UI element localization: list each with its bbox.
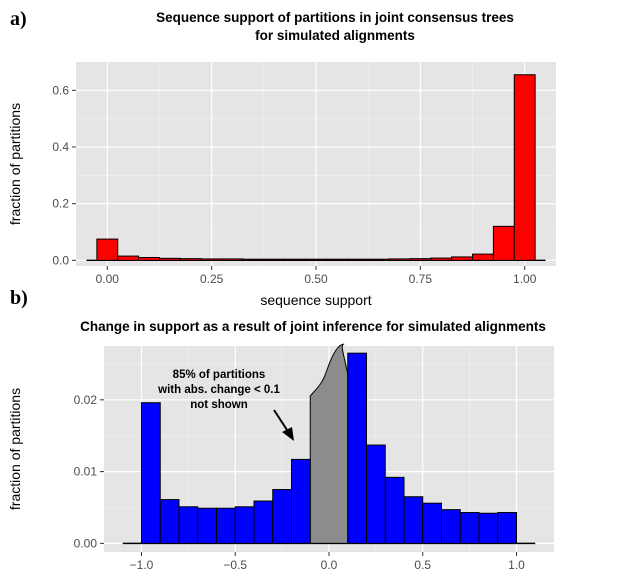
annotation-line2: with abs. change < 0.1 [157, 384, 280, 396]
histogram-bar [347, 352, 367, 544]
x-tick-label: 0.25 [200, 272, 224, 286]
x-tick-label: −0.5 [223, 558, 247, 572]
annotation-line3: not shown [190, 399, 248, 411]
histogram-bar [141, 402, 161, 544]
chart-a-bars [86, 74, 546, 262]
y-tick-label: 0.2 [52, 197, 69, 211]
histogram-bar [472, 253, 494, 261]
chart-a-y-axis-title: fraction of partitions [7, 103, 23, 225]
chart-a-x-ticks: 0.00 0.25 0.50 0.75 1.00 [96, 266, 537, 286]
y-tick-label: 0.00 [74, 536, 98, 550]
histogram-bar [242, 258, 265, 261]
histogram-bar [384, 476, 405, 544]
histogram-bar [178, 506, 199, 544]
y-tick-label: 0.6 [52, 83, 69, 97]
annotation-arrow [273, 409, 290, 434]
y-tick-label: 0.4 [52, 140, 69, 154]
histogram-bar [366, 444, 386, 544]
x-tick-label: 0.50 [304, 272, 328, 286]
y-tick-label: 0.02 [74, 393, 98, 407]
panel-a-label: a) [10, 8, 27, 30]
histogram-bar [451, 256, 474, 261]
histogram-bar [403, 496, 424, 544]
x-tick-label: 0.75 [409, 272, 433, 286]
histogram-bar [478, 512, 499, 544]
chart-a-title-line1: Sequence support of partitions in joint … [156, 10, 514, 25]
histogram-bar [272, 489, 292, 544]
histogram-bar [158, 257, 181, 261]
histogram-bar [179, 258, 202, 261]
histogram-bar [138, 257, 160, 261]
histogram-bar [459, 512, 480, 544]
panel-b-label: b) [10, 287, 28, 309]
chart-b-x-ticks: −1.0 −0.5 0.0 0.5 1.0 [130, 552, 525, 572]
histogram-bar [253, 500, 274, 544]
histogram-bar [441, 509, 461, 544]
hidden-region-shape [309, 343, 349, 544]
y-tick-label: 0.01 [74, 465, 98, 479]
chart-b-title: Change in support as a result of joint i… [80, 319, 546, 334]
histogram-bar [367, 258, 390, 261]
histogram-bar [234, 506, 255, 544]
histogram-bar [492, 225, 515, 261]
histogram-bar [96, 238, 119, 261]
x-tick-label: 0.5 [414, 558, 431, 572]
histogram-bar [216, 507, 236, 544]
histogram-bar [291, 458, 311, 544]
chart-b-bars [122, 343, 536, 545]
histogram-bar [221, 258, 244, 261]
histogram-bar [263, 258, 286, 261]
histogram-bar [513, 74, 536, 261]
chart-a-y-ticks: 0.0 0.2 0.4 0.6 [52, 83, 76, 267]
histogram-bar [409, 258, 432, 261]
x-tick-label: 1.0 [508, 558, 525, 572]
annotation-arrowhead [282, 427, 294, 441]
chart-b-y-axis-title: fraction of partitions [7, 388, 23, 510]
histogram-bar [325, 258, 348, 261]
histogram-bar [284, 258, 307, 261]
chart-b-y-ticks: 0.00 0.01 0.02 [74, 393, 104, 550]
chart-a-x-axis-title: sequence support [260, 292, 371, 308]
histogram-bar [430, 257, 453, 261]
histogram-bar [388, 258, 411, 261]
histogram-bar [305, 258, 327, 261]
x-tick-label: 1.00 [513, 272, 537, 286]
histogram-bar [200, 258, 223, 261]
histogram-bar [159, 499, 180, 544]
x-tick-label: −1.0 [130, 558, 154, 572]
chart-a-title-line2: for simulated alignments [255, 28, 415, 43]
chart-a-grid [76, 62, 556, 266]
y-tick-label: 0.0 [52, 253, 69, 267]
histogram-bar [197, 507, 217, 544]
histogram-bar [117, 255, 140, 261]
annotation-line1: 85% of partitions [173, 369, 266, 381]
histogram-bar [497, 512, 517, 544]
histogram-bar [422, 502, 442, 544]
x-tick-label: 0.0 [321, 558, 338, 572]
histogram-bar [346, 258, 369, 261]
x-tick-label: 0.00 [96, 272, 120, 286]
